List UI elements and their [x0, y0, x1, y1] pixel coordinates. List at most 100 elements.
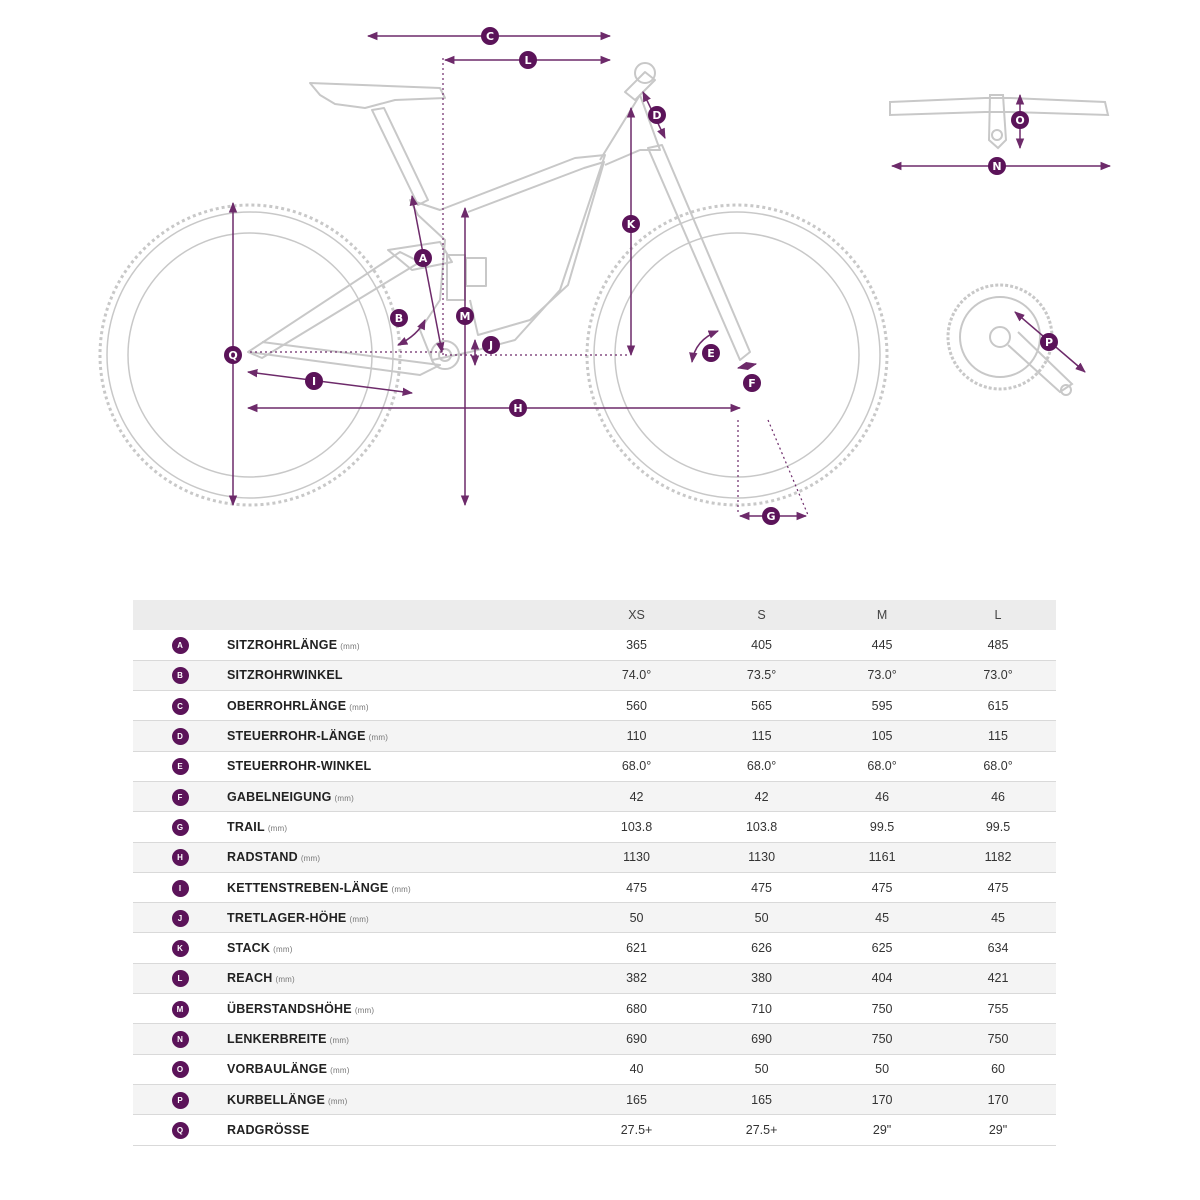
dimension-badge: O — [171, 1061, 189, 1079]
value-cell-m: 625 — [871, 941, 893, 956]
table-row: A SITZROHRLÄNGE (mm) 365 405 445 485 — [133, 630, 1056, 661]
value-cell-s: 565 — [751, 698, 773, 713]
dimension-label: STACK — [227, 941, 271, 956]
value-cell-xs: 690 — [626, 1032, 647, 1046]
value-cell-m: 475 — [871, 880, 893, 895]
value-cell-l: 99.5 — [985, 819, 1011, 834]
table-row: C OBERROHRLÄNGE (mm) 560 565 595 615 — [133, 691, 1056, 721]
svg-text:J: J — [488, 339, 493, 352]
value-cell-m: 105 — [871, 729, 893, 744]
row-badge-cell: B — [133, 660, 227, 690]
value-cell-xs: 50 — [629, 910, 644, 925]
unit-label: (mm) — [328, 1096, 348, 1106]
header-blank — [227, 600, 574, 630]
value-cell-m: 29" — [872, 1122, 892, 1137]
dimension-label: RADSTAND — [227, 850, 298, 865]
unit-label: (mm) — [368, 733, 389, 743]
dimension-label: SITZROHRWINKEL — [227, 668, 343, 683]
unit-label: (mm) — [330, 1066, 350, 1076]
unit-label: (mm) — [340, 641, 360, 651]
row-badge-cell: N — [133, 1024, 227, 1054]
value-cell-s: 165 — [751, 1092, 773, 1107]
row-badge-cell: G — [133, 812, 227, 842]
value-cell-s: 50 — [754, 1062, 769, 1077]
svg-text:G: G — [766, 510, 775, 523]
value-cell-m: 404 — [871, 971, 893, 986]
table-row: Q RADGRÖSSE 27.5+ 27.5+ 29" 29" — [133, 1115, 1056, 1146]
dimension-badge: B — [171, 667, 189, 685]
value-cell-xs: 1130 — [623, 850, 650, 865]
value-cell-l: 29" — [988, 1122, 1008, 1137]
value-cell-s: 50 — [754, 910, 769, 925]
row-badge-cell: F — [133, 781, 227, 811]
value-cell-xs: 365 — [626, 637, 647, 652]
badge-p: P — [1040, 333, 1058, 351]
row-badge-cell: P — [133, 1084, 227, 1114]
value-cell-s: 690 — [751, 1032, 773, 1046]
row-badge-cell: M — [133, 994, 227, 1024]
value-cell-xs: 74.0° — [621, 668, 652, 683]
row-label-cell: RADSTAND (mm) — [227, 842, 574, 872]
value-cell-xs: 110 — [626, 729, 647, 744]
row-label-cell: STACK (mm) — [227, 933, 574, 963]
size-header-row: XS S M L — [133, 600, 1056, 630]
dimension-badges: C L D K A B M J Q I H E F G O N P — [224, 27, 1058, 525]
handlebar-top-view — [889, 94, 1110, 150]
row-label-cell: OBERROHRLÄNGE (mm) — [227, 691, 574, 721]
value-cell-l: 73.0° — [983, 668, 1013, 683]
row-label-cell: SITZROHRWINKEL — [227, 660, 574, 690]
dimension-badge: A — [171, 636, 189, 654]
dimension-label: LENKERBREITE — [227, 1032, 327, 1046]
dimension-label: ÜBERSTANDSHÖHE — [227, 1001, 352, 1016]
svg-text:K: K — [627, 218, 636, 231]
table-row: G TRAIL (mm) 103.8 103.8 99.5 99.5 — [133, 812, 1056, 843]
dimension-label: VORBAULÄNGE — [227, 1062, 328, 1077]
dimension-label: GABELNEIGUNG — [227, 789, 332, 804]
table-row: I KETTENSTREBEN-LÄNGE (mm) 475 475 475 475 — [133, 872, 1056, 903]
value-cell-xs: 560 — [626, 698, 647, 713]
table-row: M ÜBERSTANDSHÖHE (mm) 680 710 750 755 — [133, 994, 1056, 1024]
value-cell-l: 115 — [988, 729, 1008, 744]
dimension-badge: L — [171, 970, 189, 988]
table-row: P KURBELLÄNGE (mm) 165 165 170 170 — [133, 1084, 1056, 1115]
value-cell-xs: 68.0° — [621, 759, 652, 774]
size-header-s: S — [757, 608, 766, 622]
svg-text:I: I — [312, 375, 316, 388]
value-cell-m: 73.0° — [867, 668, 897, 683]
unit-label: (mm) — [334, 793, 354, 803]
badge-n: N — [988, 157, 1006, 175]
value-cell-l: 170 — [987, 1092, 1009, 1107]
value-cell-s: 27.5+ — [745, 1122, 778, 1137]
dimension-badge: Q — [171, 1121, 189, 1139]
dimension-label: TRETLAGER-HÖHE — [227, 910, 347, 925]
value-cell-l: 60 — [991, 1062, 1005, 1077]
unit-label: (mm) — [300, 854, 321, 864]
table-row: N LENKERBREITE (mm) 690 690 750 750 — [133, 1023, 1056, 1055]
dimension-badge: F — [171, 788, 189, 806]
size-header-l: L — [994, 608, 1002, 622]
value-cell-xs: 382 — [626, 971, 647, 986]
row-badge-cell: L — [133, 963, 227, 993]
dimension-label: OBERROHRLÄNGE — [227, 698, 347, 713]
badge-o: O — [1011, 111, 1029, 129]
svg-text:N: N — [992, 160, 1001, 173]
table-row: D STEUERROHR-LÄNGE (mm) 110 115 105 115 — [133, 720, 1056, 752]
row-badge-cell: H — [133, 842, 227, 872]
svg-text:O: O — [1015, 114, 1024, 127]
dimension-badge: E — [171, 758, 189, 776]
badge-f: F — [743, 374, 761, 392]
value-cell-m: 68.0° — [867, 759, 897, 774]
value-cell-m: 46 — [875, 789, 890, 804]
row-label-cell: STEUERROHR-WINKEL — [227, 751, 574, 781]
svg-text:D: D — [652, 109, 661, 122]
badge-e: E — [702, 344, 720, 362]
table-row: H RADSTAND (mm) 1130 1130 1161 1182 — [133, 842, 1056, 873]
badge-g: G — [762, 507, 780, 525]
badge-j: J — [482, 336, 500, 354]
value-cell-m: 170 — [871, 1092, 893, 1107]
unit-label: (mm) — [354, 1005, 375, 1015]
row-badge-cell: K — [133, 933, 227, 963]
unit-label: (mm) — [391, 884, 411, 894]
value-cell-xs: 103.8 — [620, 819, 653, 834]
dimension-label: SITZROHRLÄNGE — [227, 637, 338, 652]
